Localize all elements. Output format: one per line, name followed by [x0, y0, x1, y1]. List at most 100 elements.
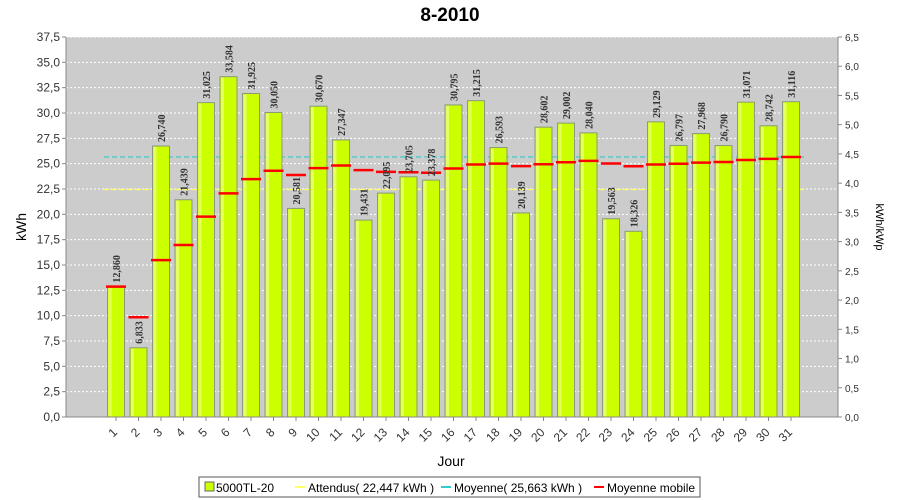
x-tick-label: 21: [551, 425, 571, 445]
y2-tick-label: 2,0: [845, 296, 859, 307]
data-label: 23,378: [427, 149, 438, 177]
data-label: 18,326: [630, 200, 641, 228]
data-label: 26,790: [720, 114, 731, 142]
x-tick-label: 20: [528, 425, 548, 445]
x-tick-label: 9: [285, 425, 300, 440]
data-label: 28,602: [540, 96, 551, 124]
bar-highlight: [671, 146, 674, 416]
x-tick-label: 11: [326, 425, 345, 444]
x-tick-label: 8: [263, 425, 278, 440]
x-tick-label: 13: [371, 425, 391, 445]
bar-highlight: [513, 213, 517, 416]
y2-tick-label: 0,0: [845, 413, 859, 424]
x-tick-label: 28: [708, 425, 728, 445]
y2-tick-label: 4,5: [845, 150, 859, 161]
data-label: 27,968: [697, 102, 708, 130]
x-tick-label: 26: [663, 425, 683, 445]
x-tick-label: 7: [240, 425, 255, 440]
bar-highlight: [221, 77, 224, 417]
data-label: 12,860: [112, 255, 123, 283]
data-label: 26,740: [157, 115, 168, 143]
data-label: 31,925: [247, 62, 258, 90]
x-tick-label: 4: [173, 425, 188, 440]
data-label: 31,025: [202, 71, 213, 99]
y-tick-label: 32,5: [37, 81, 61, 95]
bars: [107, 76, 800, 418]
bar-highlight: [288, 209, 292, 416]
bar-highlight: [378, 194, 382, 416]
x-tick-label: 1: [105, 425, 120, 440]
data-label: 19,563: [607, 187, 618, 215]
data-label: 31,116: [787, 71, 798, 98]
bar-highlight: [716, 146, 719, 416]
x-tick-label: 12: [348, 425, 368, 445]
y-tick-label: 0,0: [43, 410, 60, 424]
y-tick-label: 30,0: [37, 106, 61, 120]
moving-average-markers: [106, 155, 801, 319]
x-tick-label: 23: [596, 425, 616, 445]
x-tick-label: 5: [195, 425, 210, 440]
y2-tick-label: 2,5: [845, 267, 859, 278]
data-label: 6,833: [135, 321, 146, 344]
data-label: 29,002: [562, 92, 573, 120]
data-label: 28,040: [585, 101, 596, 129]
y2-tick-label: 5,0: [845, 121, 859, 132]
bar-highlight: [558, 124, 562, 416]
x-tick-label: 25: [641, 425, 661, 445]
data-label: 20,139: [517, 181, 528, 209]
y-tick-label: 37,5: [37, 30, 61, 44]
x-tick-label: 19: [506, 425, 526, 445]
x-tick-label: 6: [218, 425, 233, 440]
data-label: 27,347: [337, 108, 348, 136]
bar-highlight: [198, 103, 202, 416]
data-label: 26,797: [675, 114, 686, 142]
x-tick-label: 15: [416, 425, 436, 445]
data-label: 20,581: [292, 177, 303, 205]
y-tick-label: 20,0: [37, 207, 61, 221]
bar-highlight: [581, 133, 584, 416]
legend-label-bars: 5000TL-20: [216, 481, 274, 495]
y-tick-label: 17,5: [37, 233, 61, 247]
bar-highlight: [423, 181, 427, 416]
legend-swatch-bars: [204, 481, 215, 492]
x-tick-label: 17: [461, 425, 481, 445]
bar-highlight: [356, 221, 359, 416]
data-label: 21,439: [180, 168, 191, 196]
y-tick-label: 5,0: [43, 359, 60, 373]
y2-tick-label: 3,5: [845, 208, 859, 219]
bar-highlight: [176, 200, 179, 416]
bar-highlight: [738, 103, 742, 416]
data-label: 30,670: [315, 75, 326, 103]
bar-highlight: [783, 102, 787, 417]
x-tick-label: 3: [150, 425, 165, 440]
x-axis-title: Jour: [437, 453, 465, 469]
data-label: 29,129: [652, 90, 663, 118]
axes: [65, 37, 839, 418]
y-tick-label: 7,5: [43, 334, 60, 348]
bar-highlight: [446, 105, 449, 416]
data-label: 19,431: [360, 189, 371, 217]
chart-title: 8-2010: [420, 5, 479, 26]
bar-highlight: [648, 122, 652, 416]
x-tick-label: 27: [686, 425, 706, 445]
bar-highlight: [131, 348, 134, 416]
x-tick-label: 22: [573, 425, 593, 445]
bar-highlight: [536, 128, 539, 417]
y2-tick-label: 3,0: [845, 238, 859, 249]
y2-ticks: 0,0 0,5 1,0 1,5 2,0 2,5 3,0 3,5 4,0 4,5 5,0 5,5 6,0 6…: [838, 33, 859, 424]
y2-tick-label: 0,5: [845, 384, 859, 395]
bar-highlight: [693, 134, 697, 416]
bar-highlight: [153, 147, 157, 416]
x-tick-label: 10: [303, 425, 323, 445]
y-tick-label: 25,0: [37, 157, 61, 171]
x-ticks: 1 2 3 4 5 6 7 8 9 10 11 12 13 14 15 16 17 18 19 20 21 22 23 24 2…: [105, 417, 795, 445]
data-labels: 12,860 6,833 26,740 21,439 31,025 33,584 31,92…: [112, 45, 798, 344]
bar-highlight: [401, 177, 404, 416]
y2-tick-label: 1,5: [845, 325, 859, 336]
bar-highlight: [626, 232, 629, 416]
bar-highlight: [108, 287, 112, 416]
data-label: 33,584: [225, 45, 236, 73]
bar-highlight: [311, 107, 314, 416]
y-tick-label: 12,5: [37, 283, 61, 297]
